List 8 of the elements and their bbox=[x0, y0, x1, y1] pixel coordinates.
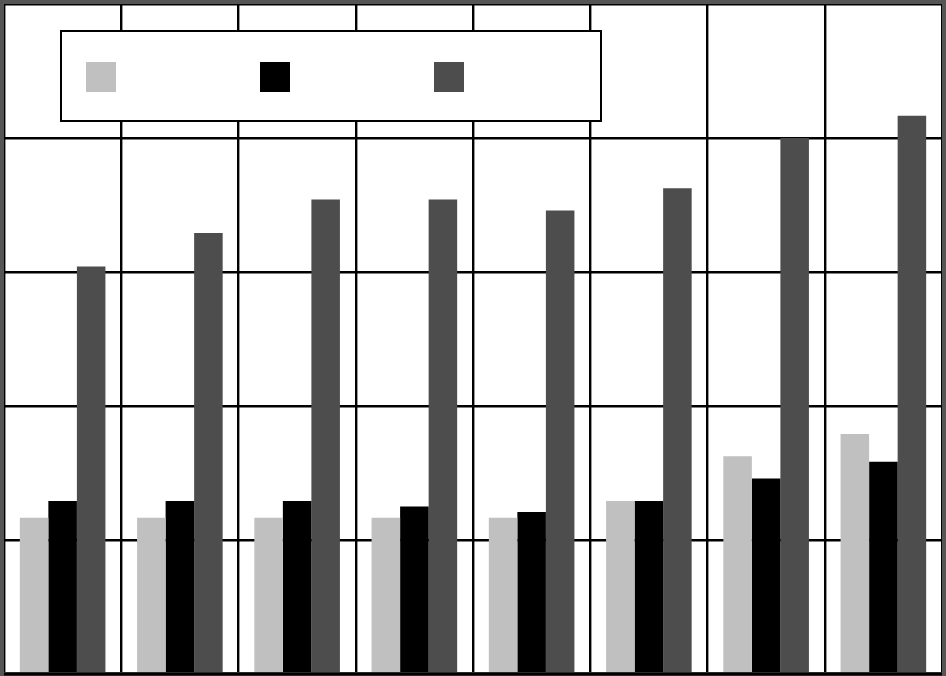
bar bbox=[606, 500, 635, 673]
bar bbox=[371, 517, 401, 673]
bar bbox=[137, 517, 166, 673]
bar bbox=[488, 517, 518, 673]
bar bbox=[840, 433, 870, 673]
bar bbox=[254, 517, 283, 673]
bar bbox=[723, 456, 752, 673]
bar bbox=[19, 517, 49, 673]
